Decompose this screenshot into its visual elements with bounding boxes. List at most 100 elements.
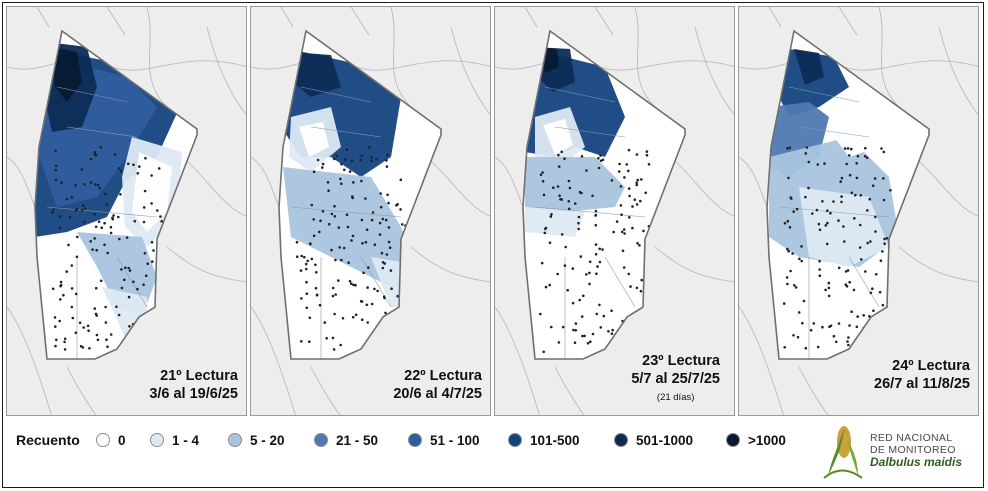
sensor-dot: [318, 230, 321, 234]
sensor-dot: [635, 203, 639, 206]
sensor-dot: [610, 332, 614, 336]
sensor-dot: [378, 221, 382, 225]
sensor-dot: [99, 146, 103, 149]
sensor-dot: [93, 237, 96, 240]
sensor-dot: [844, 283, 848, 286]
panel-4-caption: 24º Lectura 26/7 al 11/8/25: [874, 357, 970, 393]
inner-boundary-0: [310, 126, 382, 138]
study-area-outline: [766, 29, 930, 360]
sensor-dot: [331, 286, 335, 290]
sensor-dot: [142, 220, 146, 224]
sensor-dot: [82, 326, 85, 329]
sensor-dot: [628, 194, 631, 198]
sensor-dot: [837, 266, 841, 270]
sensor-dot: [783, 346, 786, 349]
sensor-dot: [321, 210, 325, 213]
inner-boundary-4: [544, 86, 616, 103]
sensor-dot: [104, 305, 107, 309]
sensor-dot: [858, 342, 862, 345]
study-area-outline: [34, 29, 198, 360]
sensor-dot: [80, 208, 84, 212]
legend-swatch-0: [96, 433, 110, 447]
sensor-dot: [594, 253, 598, 256]
sensor-dot: [120, 286, 124, 290]
sensor-dot: [63, 340, 66, 344]
sensor-dot: [863, 154, 867, 158]
density-zone-5: [829, 107, 879, 157]
sensor-dot: [824, 224, 828, 227]
admin-boundary-6: [251, 306, 296, 415]
sensor-dot: [577, 221, 580, 225]
sensor-dot: [83, 221, 86, 224]
sensor-dot: [98, 186, 102, 190]
sensor-dot: [74, 292, 78, 296]
sensor-dot: [350, 239, 353, 242]
sensor-dot: [853, 217, 856, 220]
sensor-dot: [585, 273, 588, 276]
sensor-dot: [586, 341, 590, 345]
sensor-dot: [54, 178, 58, 182]
sensor-dot: [111, 216, 114, 220]
sensor-dot: [109, 225, 113, 229]
sensor-dot: [340, 182, 343, 185]
sensor-dot: [598, 260, 602, 264]
sensor-dot: [642, 229, 645, 233]
sensor-dot: [338, 246, 341, 249]
sensor-dot: [845, 162, 848, 166]
sensor-dot: [105, 338, 108, 342]
inner-boundary-3: [604, 256, 636, 308]
sensor-dot: [395, 204, 398, 207]
sensor-dot: [847, 154, 851, 157]
sensor-dot: [563, 264, 567, 267]
sensor-dot: [865, 156, 869, 160]
sensor-dot: [874, 230, 877, 233]
sensor-dot: [97, 183, 100, 187]
sensor-dot: [580, 155, 584, 158]
legend-label-4: 51 - 100: [430, 432, 480, 448]
sensor-dot: [629, 285, 632, 288]
sensor-dot: [54, 149, 57, 153]
sensor-dot: [627, 272, 631, 276]
sensor-dot: [354, 283, 357, 287]
sensor-dot: [133, 219, 137, 223]
sensor-dot: [541, 171, 544, 174]
sensor-dot: [62, 293, 65, 297]
inner-boundary-0: [66, 126, 138, 138]
sensor-dot: [112, 214, 115, 217]
sensor-dot: [818, 274, 822, 278]
sensor-dot: [847, 336, 850, 339]
density-zone-5: [132, 152, 172, 232]
sensor-dot: [578, 298, 581, 302]
sensor-dot: [597, 166, 601, 170]
sensor-dot: [89, 181, 93, 184]
sensor-dot: [848, 280, 851, 284]
legend-swatch-3: [314, 433, 328, 447]
sensor-dot: [83, 207, 87, 210]
sensor-dot: [594, 213, 598, 217]
legend-swatch-7: [726, 433, 740, 447]
admin-boundary-2: [450, 26, 490, 116]
legend-swatch-2: [228, 433, 242, 447]
sensor-dot: [132, 163, 135, 167]
sensor-dot: [299, 269, 303, 272]
sensor-dot: [573, 341, 577, 345]
density-zone-3: [299, 122, 329, 157]
sensor-dot: [348, 170, 352, 173]
sensor-dot: [70, 287, 74, 290]
legend-item-6: 501-1000: [614, 430, 693, 450]
sensor-dot: [150, 174, 153, 177]
sensor-dot: [119, 193, 122, 196]
logo-line-3: Dalbulus maidis: [870, 455, 963, 469]
sensor-dot: [142, 329, 146, 333]
sensor-dot: [595, 312, 599, 316]
sensor-dot: [804, 152, 808, 155]
admin-boundary-1: [878, 7, 900, 108]
admin-boundary-3: [495, 156, 524, 208]
admin-boundary-4: [669, 156, 734, 217]
sensor-dot: [74, 331, 78, 335]
logo-line-1: RED NACIONAL: [870, 432, 953, 444]
sensor-dot: [104, 321, 108, 324]
admin-boundary-7: [66, 366, 97, 415]
legend-label-5: 101-500: [530, 432, 580, 448]
sensor-dot: [350, 159, 354, 163]
